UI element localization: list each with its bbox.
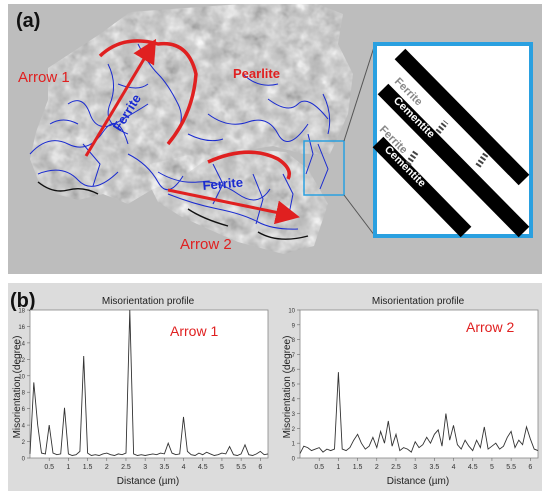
micrograph-svg: Arrow 1 Arrow 2 Pearlite Ferrite Ferrite… <box>18 4 533 254</box>
chart-1-x-ticks: 0.5 1 1.5 2 2.5 3 3.5 4 4.5 5 5.5 6 <box>44 458 262 471</box>
chart-2-plot-area <box>299 309 539 459</box>
x-tick-label: 3.5 <box>429 464 439 471</box>
ferrite-outline-upper <box>98 39 198 146</box>
arrow-1-line <box>84 38 157 157</box>
y-tick-label: 9 <box>292 323 296 329</box>
x-tick-label: 5.5 <box>506 464 516 471</box>
micrograph-panel: Arrow 1 Arrow 2 Pearlite Ferrite Ferrite… <box>8 4 542 274</box>
y-tick-label: 18 <box>18 309 25 315</box>
y-tick-label: 10 <box>18 374 25 380</box>
chart-2-x-ticks: 0.5 1 1.5 2 2.5 3 3.5 4 4.5 5 5.5 6 <box>314 458 532 471</box>
zoom-region-box <box>303 140 345 196</box>
panel-b-label: (b) <box>10 290 36 312</box>
panel-a-label: (a) <box>16 10 41 32</box>
y-tick-label: 10 <box>288 309 295 315</box>
chart-1-plot-area <box>29 309 269 459</box>
x-tick-label: 1.5 <box>353 464 363 471</box>
inset-lamellae: Cementite Ferrite Cementite Ferrite Ceme… <box>372 42 533 238</box>
y-tick-label: 14 <box>18 341 25 347</box>
x-tick-label: 6 <box>258 464 262 471</box>
profile-chart-arrow-1: Misorientation profile Arrow 1 Misorient… <box>12 296 269 487</box>
y-tick-label: 4 <box>22 424 26 430</box>
y-tick-label: 8 <box>292 338 296 344</box>
zoom-line-top <box>343 43 376 142</box>
pearlite-label: Pearlite <box>233 66 280 81</box>
x-tick-label: 2 <box>105 464 109 471</box>
ferrite-lower-label: Ferrite <box>202 175 244 193</box>
chart-2-annotation: Arrow 2 <box>466 319 514 335</box>
chart-1-title: Misorientation profile <box>102 296 195 307</box>
x-tick-label: 2.5 <box>391 464 401 471</box>
y-tick-label: 6 <box>292 368 296 374</box>
chart-1-y-ticks: 0 2 4 6 8 10 12 14 16 18 <box>18 309 30 463</box>
x-tick-label: 6 <box>528 464 532 471</box>
x-tick-label: 2 <box>375 464 379 471</box>
y-tick-label: 12 <box>18 358 25 364</box>
arrow-2-line <box>167 188 300 225</box>
y-tick-label: 4 <box>292 397 296 403</box>
x-tick-label: 4.5 <box>198 464 208 471</box>
chart-1-annotation: Arrow 1 <box>170 323 218 339</box>
chart-2-title: Misorientation profile <box>372 296 465 307</box>
y-tick-label: 3 <box>292 412 296 418</box>
misorientation-line <box>299 372 539 454</box>
arrow-2-label: Arrow 2 <box>180 236 232 253</box>
chart-1-series <box>29 309 269 456</box>
chart-2-series <box>299 372 539 454</box>
x-tick-label: 1 <box>66 464 70 471</box>
x-tick-label: 0.5 <box>44 464 54 471</box>
y-tick-label: 8 <box>22 391 26 397</box>
x-tick-label: 5 <box>220 464 224 471</box>
profile-chart-arrow-2: Misorientation profile Arrow 2 Misorient… <box>282 296 539 487</box>
x-tick-label: 3 <box>143 464 147 471</box>
y-tick-label: 7 <box>292 353 296 359</box>
chart-1-xlabel: Distance (µm) <box>117 476 179 487</box>
zoom-line-bottom <box>343 194 376 237</box>
x-tick-label: 1.5 <box>83 464 93 471</box>
x-tick-label: 5 <box>490 464 494 471</box>
x-tick-label: 5.5 <box>236 464 246 471</box>
y-tick-label: 0 <box>22 457 26 463</box>
dark-boundaries <box>37 181 309 240</box>
x-tick-label: 4 <box>452 464 456 471</box>
y-tick-label: 0 <box>292 457 296 463</box>
x-tick-label: 2.5 <box>121 464 131 471</box>
x-tick-label: 0.5 <box>314 464 324 471</box>
chart-2-ylabel: Misorientation (degree) <box>282 336 293 439</box>
x-tick-label: 4.5 <box>468 464 478 471</box>
chart-2-xlabel: Distance (µm) <box>387 476 449 487</box>
y-tick-label: 16 <box>18 325 25 331</box>
arrow-1-label: Arrow 1 <box>18 69 70 86</box>
chart-2-y-ticks: 0 1 2 3 4 5 6 7 8 9 10 <box>288 309 300 463</box>
chart-1-ylabel: Misorientation (degree) <box>12 336 23 439</box>
y-tick-label: 1 <box>292 442 296 448</box>
y-tick-label: 6 <box>22 407 26 413</box>
x-tick-label: 3 <box>413 464 417 471</box>
ferrite-outline-lower <box>207 150 291 180</box>
x-tick-label: 4 <box>182 464 186 471</box>
y-tick-label: 2 <box>22 440 26 446</box>
x-tick-label: 3.5 <box>159 464 169 471</box>
x-tick-label: 1 <box>336 464 340 471</box>
y-tick-label: 2 <box>292 427 296 433</box>
y-tick-label: 5 <box>292 383 296 389</box>
misorientation-line <box>29 309 269 456</box>
